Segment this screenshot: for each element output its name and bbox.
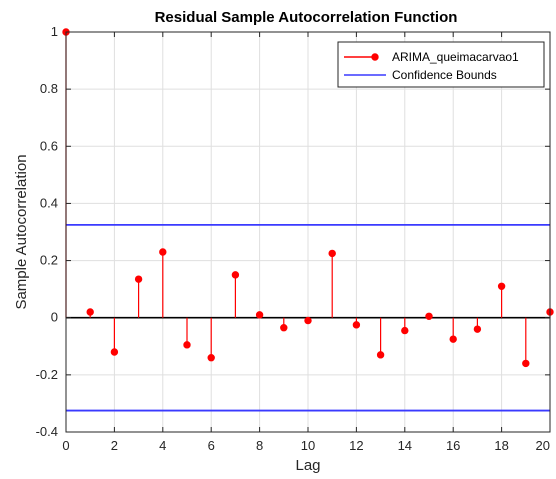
stem-marker: [449, 335, 457, 343]
stem-marker: [352, 321, 361, 329]
x-tick-label: 10: [301, 438, 315, 453]
legend-label-bounds: Confidence Bounds: [392, 68, 497, 82]
x-axis-label: Lag: [295, 457, 320, 474]
y-tick-label: 1: [51, 24, 58, 39]
x-tick-label: 8: [256, 438, 263, 453]
stem-marker: [207, 354, 215, 362]
stem-marker: [231, 271, 240, 279]
stem-marker: [280, 324, 288, 332]
stem-marker: [473, 325, 482, 333]
x-tick-label: 12: [349, 438, 363, 453]
stem-marker: [328, 249, 336, 258]
stem-marker: [110, 348, 119, 356]
y-axis-label: Sample Autocorrelation: [13, 154, 30, 309]
y-tick-label: -0.4: [36, 424, 58, 439]
legend-stem-marker: [371, 53, 379, 61]
stem-marker: [522, 359, 530, 368]
y-tick-label: 0.6: [40, 138, 58, 153]
x-axis-ticks: 0 2 4 6 8 10 12 14 16 18 20: [62, 32, 551, 453]
y-tick-label: -0.2: [36, 367, 58, 382]
legend: ARIMA_queimacarvao1 Confidence Bounds: [337, 41, 545, 88]
x-tick-label: 0: [62, 438, 69, 453]
stem-marker: [401, 326, 409, 335]
x-tick-label: 4: [159, 438, 166, 453]
stem-marker: [183, 341, 191, 349]
x-tick-label: 6: [208, 438, 215, 453]
legend-box: [337, 41, 545, 88]
y-tick-label: 0.4: [40, 195, 58, 210]
stem-marker: [134, 275, 143, 283]
stem-marker: [376, 351, 385, 359]
x-tick-label: 20: [536, 438, 550, 453]
y-tick-label: 0.8: [40, 81, 58, 96]
x-tick-label: 16: [446, 438, 460, 453]
x-tick-label: 18: [494, 438, 508, 453]
stem-marker: [304, 316, 312, 325]
legend-label-series: ARIMA_queimacarvao1: [392, 50, 519, 64]
stem-marker: [255, 311, 264, 319]
stem-marker: [425, 312, 433, 320]
confidence-bounds: [66, 223, 550, 412]
x-tick-label: 14: [398, 438, 412, 453]
y-tick-label: 0: [51, 310, 58, 325]
y-tick-label: 0.2: [40, 253, 58, 268]
x-tick-label: 2: [111, 438, 118, 453]
y-axis-ticks: -0.4 -0.2 0 0.2 0.4 0.6 0.8 1: [36, 24, 550, 439]
stem-marker: [497, 282, 506, 290]
chart-title: Residual Sample Autocorrelation Function: [155, 9, 458, 26]
stem-marker: [86, 308, 94, 316]
stem-marker: [159, 248, 167, 256]
